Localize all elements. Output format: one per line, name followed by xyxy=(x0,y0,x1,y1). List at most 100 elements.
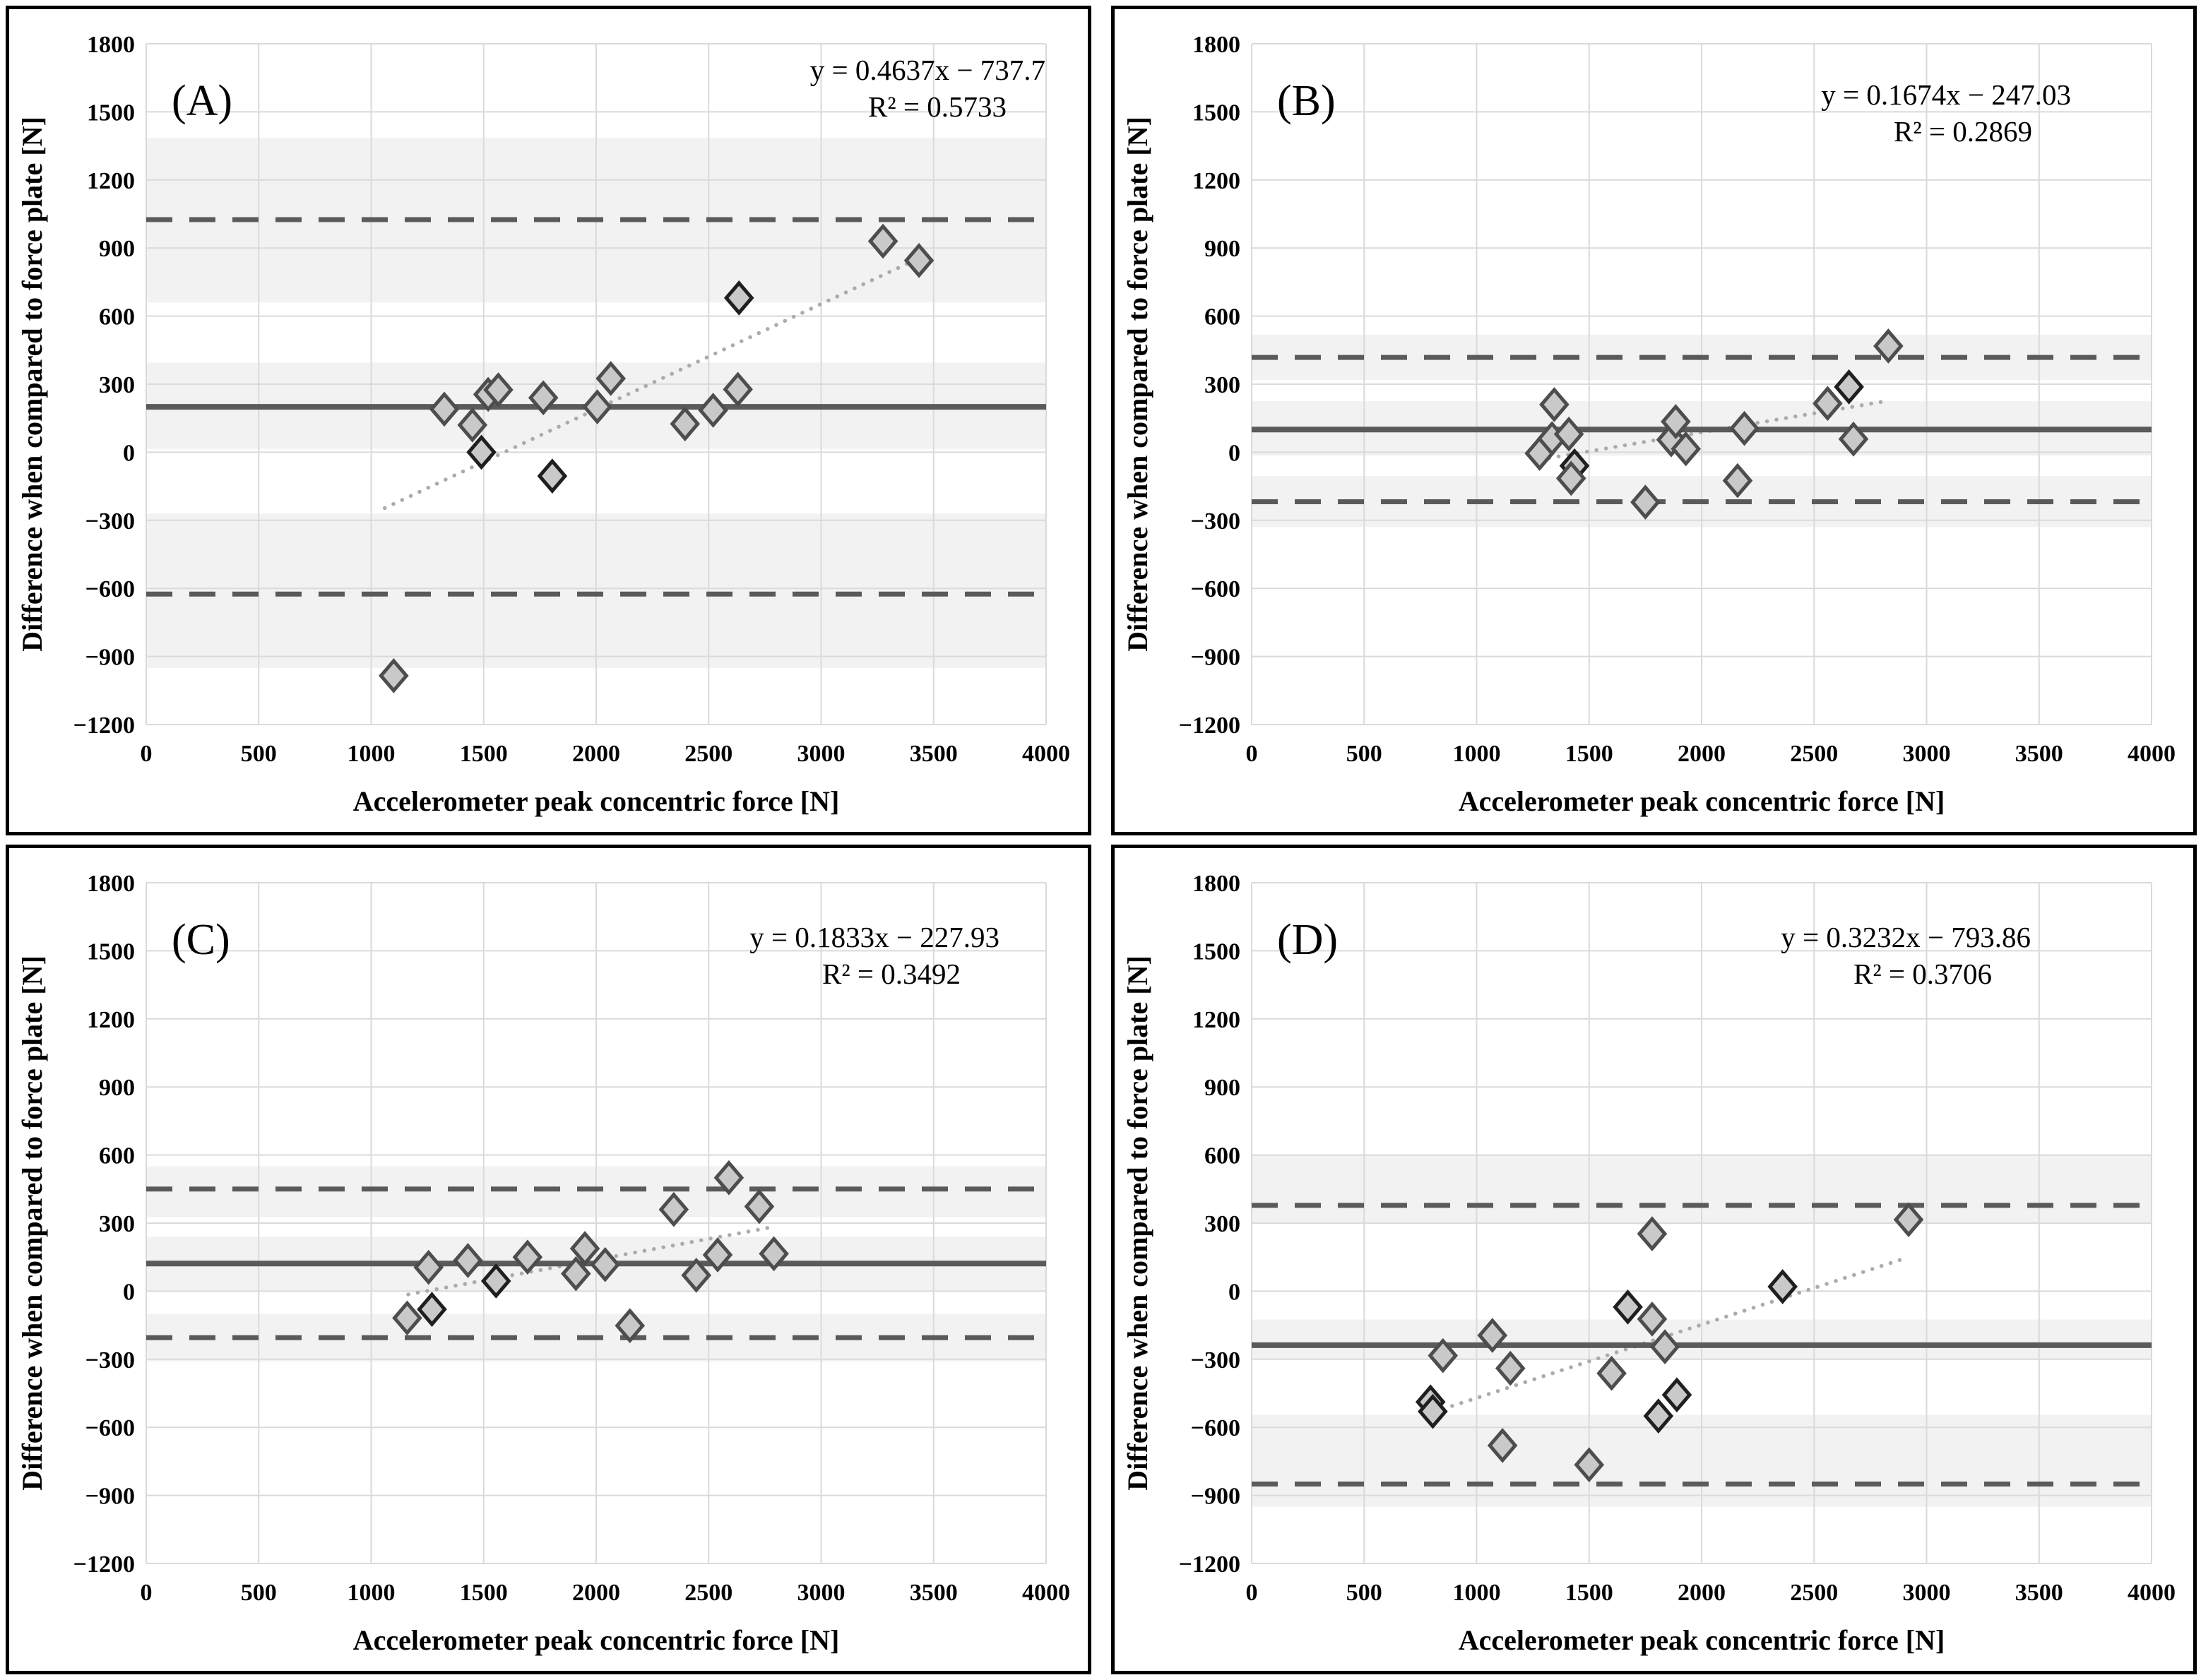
x-tick-label: 3000 xyxy=(1903,1580,1951,1606)
data-point xyxy=(1893,1202,1924,1238)
data-point xyxy=(453,1243,483,1278)
data-point xyxy=(744,1188,775,1225)
data-point xyxy=(1555,460,1586,496)
y-tick-label: −300 xyxy=(1191,1347,1240,1374)
data-point xyxy=(1428,1338,1459,1374)
y-tick-label: 1800 xyxy=(87,32,135,58)
panel-a: 1800 1500 1200 900 600 300 0 −300 −600 −900 −1200 0… xyxy=(6,6,1091,835)
data-point xyxy=(561,1256,591,1292)
data-point xyxy=(1630,484,1661,520)
data-point xyxy=(595,361,626,396)
chart-d: 1800150012009006003000−300−600−900−12000… xyxy=(1122,871,2176,1656)
panel-letter: (C) xyxy=(172,916,230,964)
data-point xyxy=(1767,1269,1798,1304)
data-point xyxy=(392,1300,422,1336)
x-tick-label: 500 xyxy=(1346,741,1382,767)
data-point xyxy=(466,434,497,470)
data-points xyxy=(379,223,935,693)
x-tick-label: 2500 xyxy=(684,1580,732,1606)
data-point xyxy=(1649,1329,1680,1364)
y-axis-title: Difference when compared to force plate … xyxy=(16,117,48,652)
regression-equation: y = 0.3232x − 793.86 xyxy=(1781,921,2031,953)
data-point xyxy=(1671,431,1701,467)
data-point xyxy=(723,280,754,316)
y-tick-label: −1200 xyxy=(73,713,135,739)
y-tick-label: 900 xyxy=(99,236,135,262)
data-point xyxy=(670,406,701,442)
data-point xyxy=(480,1263,511,1299)
data-point xyxy=(1834,369,1864,405)
y-tick-label: 1800 xyxy=(1192,32,1240,58)
y-tick-label: 900 xyxy=(1204,236,1240,262)
y-tick-label: 600 xyxy=(99,304,135,330)
data-point xyxy=(615,1308,646,1344)
data-point xyxy=(1596,1355,1627,1391)
data-points xyxy=(392,1160,789,1344)
y-tick-label: 300 xyxy=(1204,1211,1240,1237)
panel-c: 1800 1500 1200 900 600 300 0 −300 −600 −900 −1200 0… xyxy=(6,845,1091,1674)
y-tick-label: 1200 xyxy=(1192,168,1240,194)
x-tick-label: 3500 xyxy=(2015,741,2063,767)
data-point xyxy=(1873,328,1904,364)
y-tick-label: −1200 xyxy=(1179,1551,1240,1578)
data-point xyxy=(528,380,559,416)
data-point xyxy=(457,407,488,443)
x-tick-label: 1000 xyxy=(1453,1580,1501,1606)
data-point xyxy=(1637,1216,1668,1251)
y-tick-label: 1800 xyxy=(87,871,135,897)
tick-labels: 1800150012009006003000−300−600−900−12000… xyxy=(1179,871,2176,1606)
data-point xyxy=(379,658,409,693)
data-point xyxy=(1495,1350,1526,1386)
x-tick-label: 3500 xyxy=(910,1580,958,1606)
data-point xyxy=(1643,1398,1674,1434)
y-tick-label: 1500 xyxy=(87,100,135,126)
y-tick-label: 1500 xyxy=(1192,939,1240,965)
y-tick-label: −300 xyxy=(1191,508,1240,535)
data-point xyxy=(417,1292,447,1327)
y-axis-title: Difference when compared to force plate … xyxy=(1122,117,1153,652)
y-tick-label: 300 xyxy=(1204,372,1240,398)
y-tick-label: 1500 xyxy=(1192,100,1240,126)
y-tick-label: 300 xyxy=(99,372,135,398)
x-tick-label: 1000 xyxy=(348,1580,396,1606)
x-tick-label: 1500 xyxy=(460,741,508,767)
data-points xyxy=(1415,1202,1924,1483)
data-point xyxy=(1637,1301,1668,1337)
panel-b: 1800 1500 1200 900 600 300 0 −300 −600 −900 −1200 0… xyxy=(1111,6,2197,835)
x-tick-label: 3000 xyxy=(1903,741,1951,767)
x-tick-label: 500 xyxy=(1346,1580,1382,1606)
y-tick-label: −900 xyxy=(1191,1484,1240,1510)
data-point xyxy=(867,223,898,259)
r-squared-value: R² = 0.3492 xyxy=(822,958,961,990)
trend-line xyxy=(1537,398,1891,462)
y-tick-label: −600 xyxy=(85,576,135,602)
chart-a: 1800150012009006003000−300−600−900−12000… xyxy=(16,32,1070,817)
data-point xyxy=(681,1258,712,1293)
x-tick-label: 4000 xyxy=(1022,741,1070,767)
x-tick-label: 0 xyxy=(141,1580,153,1606)
data-point xyxy=(1553,416,1584,452)
data-point xyxy=(1487,1428,1518,1463)
chart-c: 1800150012009006003000−300−600−900−12000… xyxy=(16,871,1070,1656)
data-point xyxy=(723,371,753,407)
tick-labels: 1800150012009006003000−300−600−900−12000… xyxy=(73,871,1070,1606)
r-squared-value: R² = 0.2869 xyxy=(1894,115,2032,148)
data-point xyxy=(590,1246,621,1282)
y-tick-label: −1200 xyxy=(73,1551,135,1578)
x-tick-label: 2500 xyxy=(1790,741,1838,767)
regression-equation: y = 0.1674x − 247.03 xyxy=(1821,78,2071,111)
y-tick-label: 600 xyxy=(99,1143,135,1169)
x-tick-label: 0 xyxy=(1246,1580,1258,1606)
y-tick-label: −600 xyxy=(85,1415,135,1441)
tick-labels: 1800150012009006003000−300−600−900−12000… xyxy=(1179,32,2176,767)
panel-d: 1800 1500 1200 900 600 300 0 −300 −600 −900 −1200 0… xyxy=(1111,845,2197,1674)
x-tick-label: 2500 xyxy=(1790,1580,1838,1606)
y-tick-label: 1200 xyxy=(87,1007,135,1033)
x-tick-label: 2000 xyxy=(1678,741,1726,767)
panel-letter: (D) xyxy=(1277,916,1338,964)
tick-labels: 1800150012009006003000−300−600−900−12000… xyxy=(73,32,1070,767)
y-tick-label: 900 xyxy=(99,1075,135,1101)
y-tick-label: −900 xyxy=(85,645,135,671)
x-axis-title: Accelerometer peak concentric force [N] xyxy=(1459,785,1945,817)
y-axis-title: Difference when compared to force plate … xyxy=(1122,955,1153,1491)
